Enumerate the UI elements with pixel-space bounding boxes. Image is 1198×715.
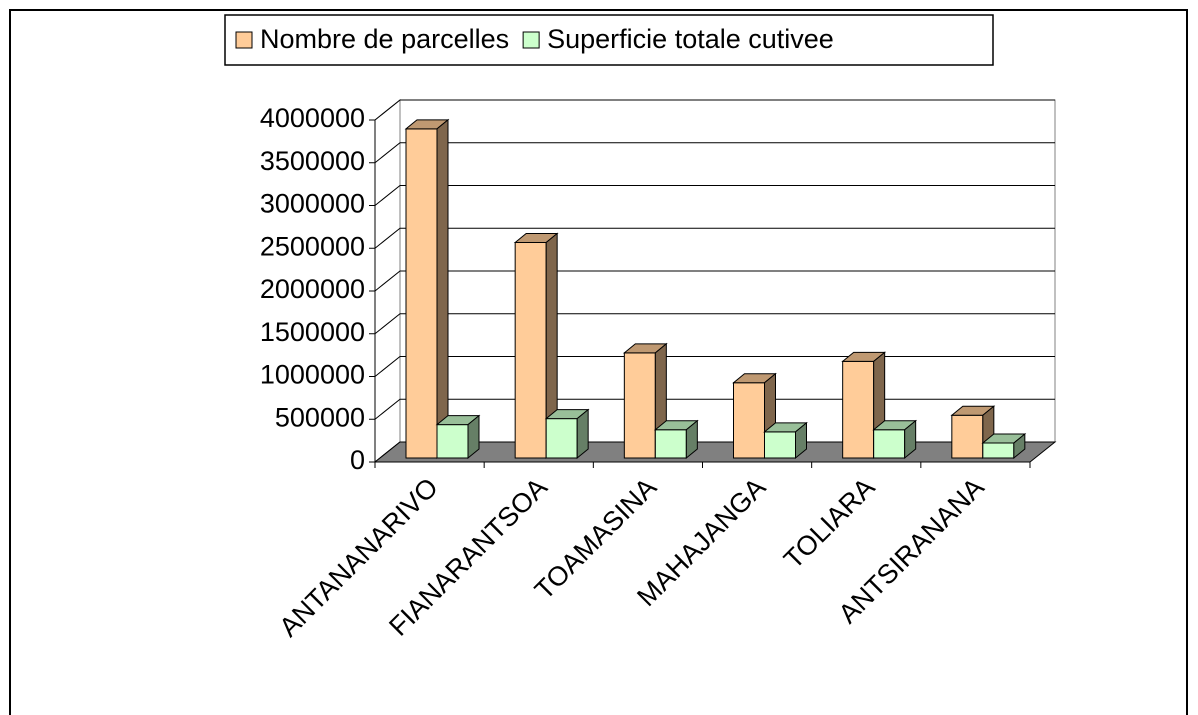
bar-side <box>467 414 480 460</box>
bar <box>513 232 559 460</box>
bar-front <box>873 429 906 459</box>
grid-line <box>374 356 1055 377</box>
bar <box>544 408 590 460</box>
bar-side <box>1013 432 1026 460</box>
grid-line <box>374 99 1055 121</box>
legend-label: Superficie totale cutivee <box>547 24 834 54</box>
bar-front <box>405 128 438 459</box>
bar-side <box>795 421 807 460</box>
y-tick-label: 3000000 <box>260 189 365 219</box>
bar-front <box>764 431 796 459</box>
bar <box>872 419 918 460</box>
grid-line <box>374 270 1055 292</box>
bar-side <box>436 118 449 460</box>
y-tick-label: 3500000 <box>260 146 365 176</box>
legend-swatch <box>235 31 253 49</box>
bar <box>763 421 808 460</box>
bar-front <box>514 242 547 459</box>
y-tick-label: 2500000 <box>260 231 365 261</box>
bar-front <box>842 360 875 459</box>
bar-front <box>951 414 984 459</box>
legend <box>224 14 994 66</box>
y-tick-label: 0 <box>350 445 365 475</box>
bar <box>404 118 450 460</box>
grid-line <box>374 185 1055 206</box>
bar-front <box>436 424 469 459</box>
bar-side <box>904 419 917 460</box>
bar-front <box>623 352 656 459</box>
y-tick-label: 2000000 <box>260 274 365 304</box>
bar-side <box>576 408 589 460</box>
y-tick-label: 1000000 <box>260 360 365 390</box>
legend-label: Nombre de parcelles <box>260 24 509 54</box>
bar-front <box>654 429 687 459</box>
bar-front <box>733 382 765 459</box>
bar-side <box>685 419 698 460</box>
grid-line <box>374 313 1055 335</box>
bar-front <box>982 442 1015 459</box>
bar <box>435 414 481 460</box>
bar-front <box>545 418 578 459</box>
grid-line <box>374 142 1055 164</box>
bar <box>981 432 1027 460</box>
y-tick-label: 4000000 <box>260 103 365 133</box>
grid-line <box>374 227 1055 249</box>
y-tick-label: 1500000 <box>260 317 365 347</box>
legend-swatch <box>522 31 540 49</box>
grid-line <box>374 398 1055 420</box>
bar <box>653 419 699 460</box>
y-tick-label: 500000 <box>275 402 365 432</box>
